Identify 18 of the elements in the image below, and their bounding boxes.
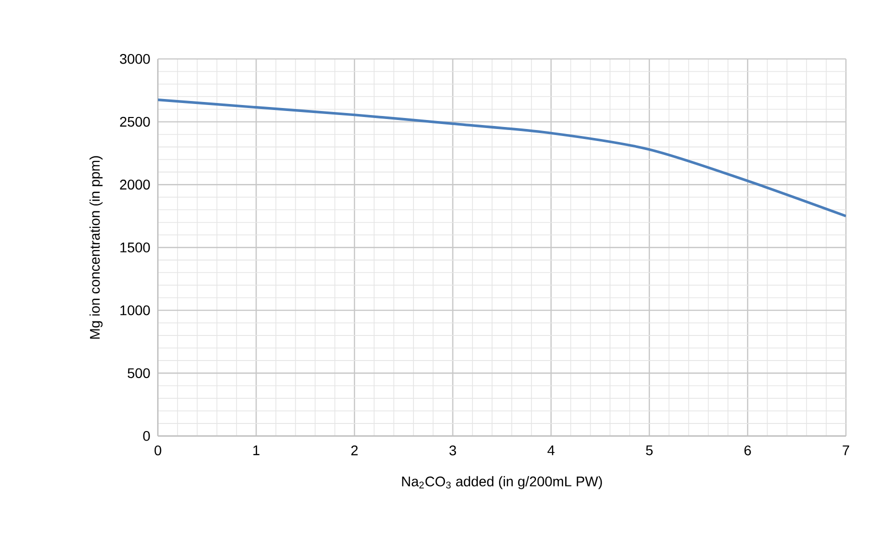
y-tick-label: 2000 <box>120 180 150 190</box>
x-tick-label: 6 <box>744 445 751 456</box>
x-tick-label: 4 <box>547 445 555 456</box>
line-series <box>158 98 846 218</box>
x-tick-label: 0 <box>154 445 162 456</box>
y-axis-title: Mg ion concentration (in ppm) <box>90 156 103 339</box>
x-axis-title: Na$_{2}$CO$_{3}$ added (in g/200mL PW) <box>402 476 602 490</box>
y-tick-label: 3000 <box>120 54 150 64</box>
y-tick-label: 0 <box>143 431 150 441</box>
x-tick-label: 3 <box>449 445 456 456</box>
y-tick-label: 1500 <box>120 242 150 252</box>
x-tick-label: 5 <box>646 445 653 456</box>
y-tick-label: 500 <box>128 368 150 378</box>
x-tick-label: 1 <box>253 445 260 456</box>
x-tick-label: 2 <box>351 445 358 456</box>
y-tick-label: 2500 <box>120 116 150 127</box>
y-tick-label: 1000 <box>120 305 150 316</box>
x-tick-label: 7 <box>842 445 850 456</box>
